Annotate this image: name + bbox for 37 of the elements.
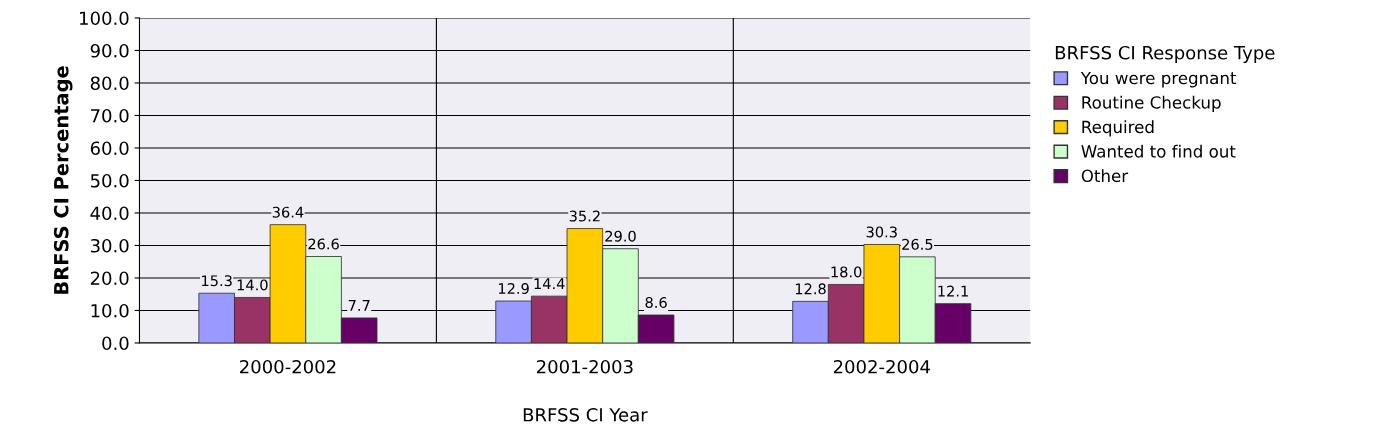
y-axis-title: BRFSS CI Percentage [53, 66, 73, 294]
data-label: 12.9 [498, 283, 529, 295]
data-label: 30.3 [866, 226, 897, 238]
data-label: 29.0 [605, 230, 636, 242]
legend-title: BRFSS CI Response Type [1055, 45, 1275, 64]
data-label: 26.5 [902, 238, 933, 250]
data-label: 36.4 [272, 206, 304, 218]
y-tick-label: 100.0 [80, 11, 129, 26]
data-label: 26.6 [308, 238, 339, 250]
data-label: 8.6 [645, 296, 667, 309]
data-label: 18.0 [831, 266, 862, 278]
legend-label: Other [1081, 169, 1129, 183]
y-tick-label: 50.0 [90, 173, 129, 188]
x-axis-title: BRFSS CI Year [523, 407, 648, 422]
y-tick-label: 0.0 [102, 336, 129, 351]
legend-label: Wanted to find out [1081, 144, 1236, 158]
x-tick-label: 2000-2002 [240, 359, 336, 374]
data-label: 35.2 [569, 210, 600, 222]
data-label: 7.7 [348, 300, 370, 311]
data-label: 14.4 [534, 278, 565, 289]
x-tick-label: 2001-2003 [536, 359, 633, 374]
y-tick-label: 40.0 [90, 206, 129, 221]
y-tick-label: 60.0 [90, 141, 129, 156]
y-tick-label: 90.0 [90, 43, 129, 58]
data-label: 15.3 [202, 275, 232, 287]
data-label: 14.0 [237, 279, 268, 291]
data-label: 12.1 [938, 285, 968, 297]
x-tick-label: 2002-2004 [833, 359, 930, 374]
y-tick-label: 80.0 [90, 76, 129, 91]
legend-label: You were pregnant [1080, 71, 1237, 88]
legend-label: Routine Checkup [1082, 95, 1221, 112]
data-label: 12.8 [795, 283, 826, 295]
y-tick-label: 20.0 [90, 271, 129, 286]
y-tick-label: 10.0 [91, 303, 129, 318]
legend-label: Required [1082, 120, 1154, 137]
y-tick-label: 70.0 [91, 108, 129, 123]
y-tick-label: 30.0 [90, 238, 129, 253]
